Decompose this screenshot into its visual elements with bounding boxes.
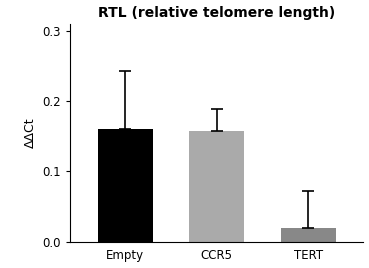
- Bar: [98, 129, 153, 242]
- Title: RTL (relative telomere length): RTL (relative telomere length): [98, 6, 335, 20]
- Bar: [189, 131, 244, 242]
- Y-axis label: ΔΔCt: ΔΔCt: [24, 117, 37, 148]
- Bar: [281, 228, 336, 242]
